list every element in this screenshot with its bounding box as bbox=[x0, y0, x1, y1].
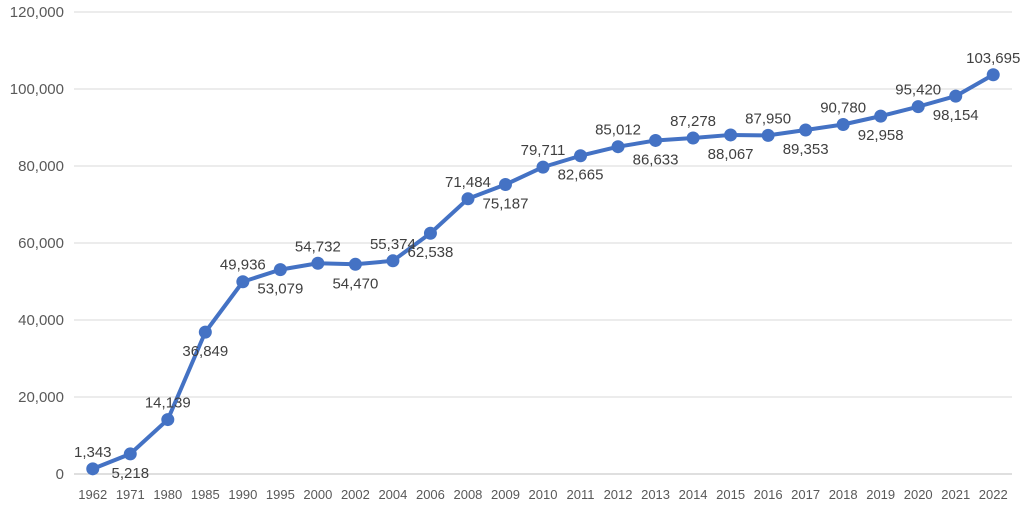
x-tick-label: 1985 bbox=[191, 487, 220, 502]
x-tick-label: 2006 bbox=[416, 487, 445, 502]
x-tick-label: 2004 bbox=[378, 487, 407, 502]
y-tick-label: 20,000 bbox=[18, 389, 64, 406]
data-point bbox=[911, 100, 925, 114]
data-point bbox=[874, 109, 888, 123]
data-label: 53,079 bbox=[257, 281, 303, 298]
x-tick-label: 2000 bbox=[303, 487, 332, 502]
data-label: 85,012 bbox=[595, 122, 641, 139]
x-tick-label: 2016 bbox=[754, 487, 783, 502]
data-point bbox=[198, 325, 212, 339]
x-tick-label: 2017 bbox=[791, 487, 820, 502]
data-point bbox=[311, 256, 325, 270]
data-point bbox=[161, 413, 175, 427]
data-label: 62,538 bbox=[407, 244, 453, 261]
data-point bbox=[724, 128, 738, 142]
data-point bbox=[649, 133, 663, 147]
data-label: 87,950 bbox=[745, 110, 791, 127]
data-point bbox=[799, 123, 813, 137]
data-point bbox=[236, 275, 250, 289]
x-tick-label: 2021 bbox=[941, 487, 970, 502]
data-label: 90,780 bbox=[820, 99, 866, 116]
data-label: 92,958 bbox=[858, 127, 904, 144]
x-tick-label: 1990 bbox=[228, 487, 257, 502]
y-tick-label: 80,000 bbox=[18, 158, 64, 175]
x-tick-label: 1971 bbox=[116, 487, 145, 502]
gridlines bbox=[74, 11, 1012, 475]
x-tick-label: 2010 bbox=[529, 487, 558, 502]
x-tick-label: 2015 bbox=[716, 487, 745, 502]
data-label: 54,732 bbox=[295, 238, 341, 255]
data-point bbox=[423, 226, 437, 240]
data-label: 87,278 bbox=[670, 113, 716, 130]
x-tick-label: 2013 bbox=[641, 487, 670, 502]
data-label: 86,633 bbox=[633, 151, 679, 168]
data-point bbox=[498, 178, 512, 192]
data-point bbox=[611, 140, 625, 154]
data-point bbox=[348, 257, 362, 271]
data-label: 98,154 bbox=[933, 107, 979, 124]
data-point bbox=[836, 117, 850, 131]
data-point bbox=[86, 462, 100, 476]
y-tick-label: 100,000 bbox=[10, 81, 64, 98]
x-tick-label: 2011 bbox=[567, 487, 595, 502]
x-tick-label: 2009 bbox=[491, 487, 520, 502]
y-tick-label: 0 bbox=[56, 466, 64, 483]
x-tick-label: 2020 bbox=[904, 487, 933, 502]
x-tick-label: 2018 bbox=[829, 487, 858, 502]
data-label: 36,849 bbox=[182, 343, 228, 360]
data-label: 89,353 bbox=[783, 141, 829, 158]
data-label: 54,470 bbox=[332, 275, 378, 292]
y-tick-label: 120,000 bbox=[10, 4, 64, 21]
x-tick-label: 2008 bbox=[453, 487, 482, 502]
x-tick-label: 2012 bbox=[604, 487, 633, 502]
data-label: 14,139 bbox=[145, 395, 191, 412]
data-label: 5,218 bbox=[112, 465, 150, 482]
data-point bbox=[461, 192, 475, 206]
data-label: 95,420 bbox=[895, 82, 941, 99]
data-label: 103,695 bbox=[966, 50, 1020, 67]
data-label: 71,484 bbox=[445, 174, 491, 191]
data-point bbox=[761, 128, 775, 142]
data-point bbox=[123, 447, 137, 461]
data-point bbox=[536, 160, 550, 174]
data-label: 1,343 bbox=[74, 444, 112, 461]
x-tick-label: 2014 bbox=[679, 487, 708, 502]
data-point bbox=[574, 149, 588, 163]
x-tick-label: 2022 bbox=[979, 487, 1008, 502]
data-label: 88,067 bbox=[708, 146, 754, 163]
data-point bbox=[686, 131, 700, 145]
data-points bbox=[86, 68, 1000, 476]
x-axis: 1962 1971 1980 1985 1990 1995 2000 2002 2004 2006… bbox=[78, 487, 1007, 502]
x-tick-label: 2002 bbox=[341, 487, 370, 502]
x-tick-label: 1962 bbox=[78, 487, 107, 502]
data-point bbox=[949, 89, 963, 103]
x-tick-label: 1980 bbox=[153, 487, 182, 502]
x-tick-label: 1995 bbox=[266, 487, 295, 502]
y-tick-label: 40,000 bbox=[18, 312, 64, 329]
y-tick-label: 60,000 bbox=[18, 235, 64, 252]
data-point bbox=[386, 254, 400, 268]
data-label: 82,665 bbox=[558, 167, 604, 184]
data-label: 55,374 bbox=[370, 236, 416, 253]
data-label: 49,936 bbox=[220, 257, 266, 274]
x-tick-label: 2019 bbox=[866, 487, 895, 502]
data-label: 79,711 bbox=[521, 142, 566, 159]
data-label: 75,187 bbox=[483, 196, 529, 213]
data-point bbox=[986, 68, 1000, 82]
y-axis: 0 20,000 40,000 60,000 80,000 100,000 120,000 bbox=[10, 4, 64, 483]
data-point bbox=[273, 263, 287, 277]
